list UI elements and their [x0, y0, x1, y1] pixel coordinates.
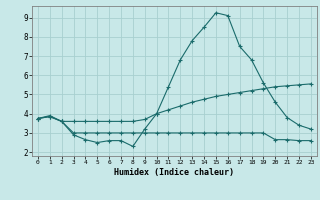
X-axis label: Humidex (Indice chaleur): Humidex (Indice chaleur) — [115, 168, 234, 177]
